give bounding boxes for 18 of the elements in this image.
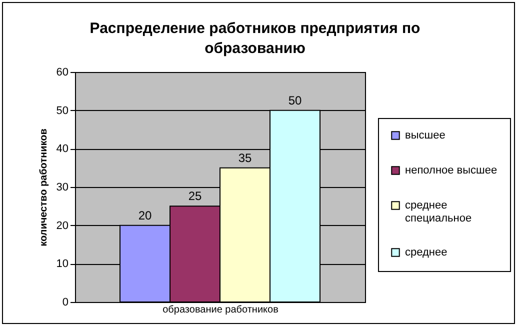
legend-label: высшее — [405, 130, 446, 142]
data-label: 50 — [288, 93, 302, 108]
chart-title: Распределение работников предприятия по образованию — [90, 20, 420, 57]
data-label: 35 — [238, 150, 252, 165]
legend-label: неполное высшее — [405, 164, 498, 176]
y-tick-label: 50 — [56, 104, 68, 117]
y-tick-label: 20 — [56, 220, 68, 232]
y-tick-label: 30 — [56, 182, 68, 194]
y-tick-label: 60 — [56, 66, 68, 78]
legend-label: среднее — [405, 246, 448, 258]
x-axis-title: образование работников — [162, 304, 278, 316]
y-tick-label: 10 — [56, 258, 68, 270]
y-tick-label: 0 — [62, 296, 68, 308]
data-label: 25 — [188, 189, 202, 204]
y-tick-label: 40 — [56, 143, 68, 156]
legend-label: среднее специальное — [405, 200, 472, 224]
data-label: 20 — [138, 208, 152, 222]
y-axis-title: количество работников — [38, 128, 50, 246]
